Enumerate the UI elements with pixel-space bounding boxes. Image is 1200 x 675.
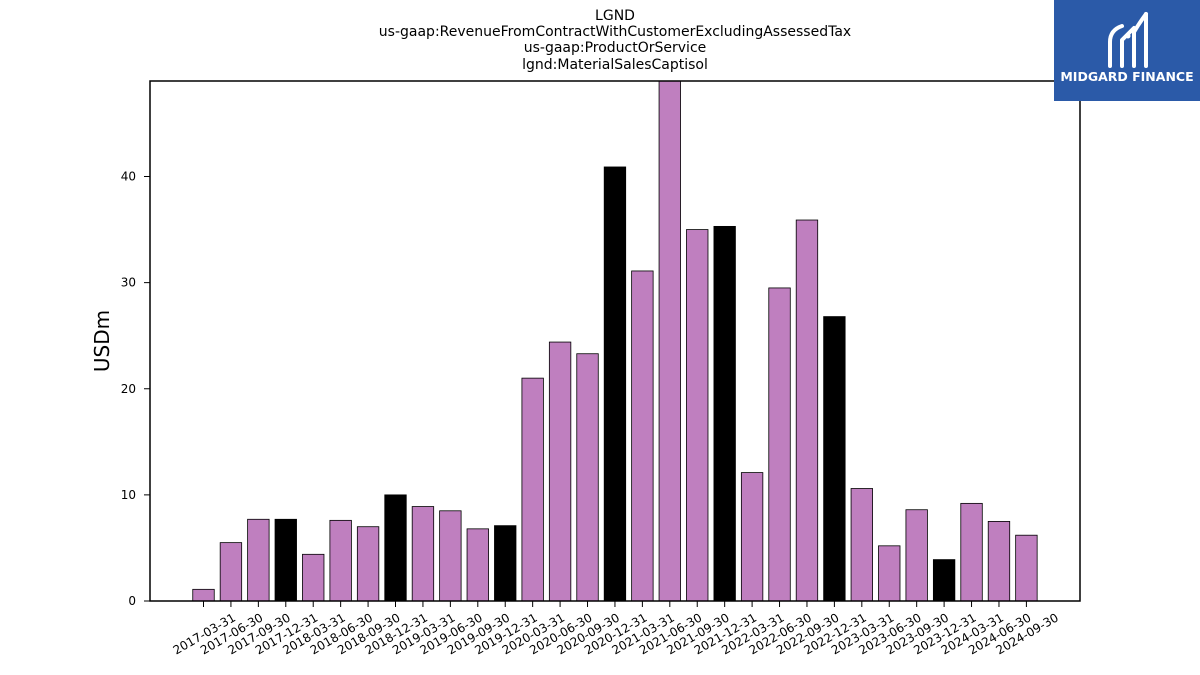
logo-mark-icon [1108, 12, 1148, 68]
x-axis: 2017-03-312017-06-302017-09-302017-12-31… [171, 601, 1061, 657]
bar-2024-06-30 [987, 521, 1011, 602]
bar-2017-06-30 [219, 542, 243, 602]
y-tick-label: 30 [121, 276, 136, 290]
bar-2020-09-30 [576, 353, 599, 602]
y-tick-label: 0 [128, 594, 136, 608]
bar-2018-09-30 [356, 526, 380, 602]
bar-2020-06-30 [548, 341, 572, 602]
bar-2022-06-30 [768, 287, 791, 602]
bar-2018-03-31 [302, 553, 325, 602]
bar-2021-03-31 [631, 270, 654, 602]
y-tick-label: 20 [121, 382, 136, 396]
bar-2018-06-30 [329, 519, 352, 602]
chart-title-line-1: LGND [595, 8, 635, 24]
bar-2024-03-31 [960, 502, 983, 602]
logo-background [1054, 0, 1200, 101]
bar-2017-03-31 [192, 588, 215, 602]
chart-title-line-2: us-gaap:RevenueFromContractWithCustomerE… [379, 24, 851, 40]
bar-2019-09-30 [466, 528, 489, 602]
chart-title-line-3: us-gaap:ProductOrService [524, 40, 707, 56]
y-axis: 0 10 20 30 40 [121, 170, 150, 608]
bar-2020-03-31 [521, 377, 544, 602]
midgard-finance-logo: MIDGARD FINANCE [1054, 0, 1200, 101]
bar-2019-06-30 [439, 510, 462, 602]
bar-2024-09-30 [1015, 534, 1038, 602]
chart-title: LGND us-gaap:RevenueFromContractWithCust… [379, 8, 851, 73]
bar-2023-12-31 [932, 559, 956, 602]
bar-2020-12-31 [603, 166, 627, 602]
y-tick-label: 10 [121, 488, 136, 502]
bar-2019-12-31 [494, 525, 517, 602]
bar-2023-03-31 [850, 488, 873, 602]
bar-2019-03-31 [411, 506, 435, 602]
bar-2022-12-31 [823, 316, 846, 602]
y-tick-label: 40 [121, 170, 136, 184]
chart-title-line-4: lgnd:MaterialSalesCaptisol [522, 57, 708, 73]
bar-2018-12-31 [384, 494, 407, 602]
bar-2017-09-30 [247, 518, 270, 602]
bar-2023-09-30 [905, 509, 928, 602]
plot-frame [149, 80, 1081, 602]
bar-2021-09-30 [686, 229, 709, 602]
y-axis-label: USDm [90, 310, 114, 372]
bar-2023-06-30 [878, 545, 901, 602]
bar-series [192, 80, 1038, 602]
bar-2022-09-30 [795, 219, 819, 602]
bar-2017-12-31 [274, 518, 297, 602]
bar-2022-03-31 [740, 472, 764, 602]
logo-text: MIDGARD FINANCE [1060, 69, 1193, 84]
bar-2021-12-31 [713, 225, 736, 602]
bar-2021-06-30 [658, 80, 681, 602]
